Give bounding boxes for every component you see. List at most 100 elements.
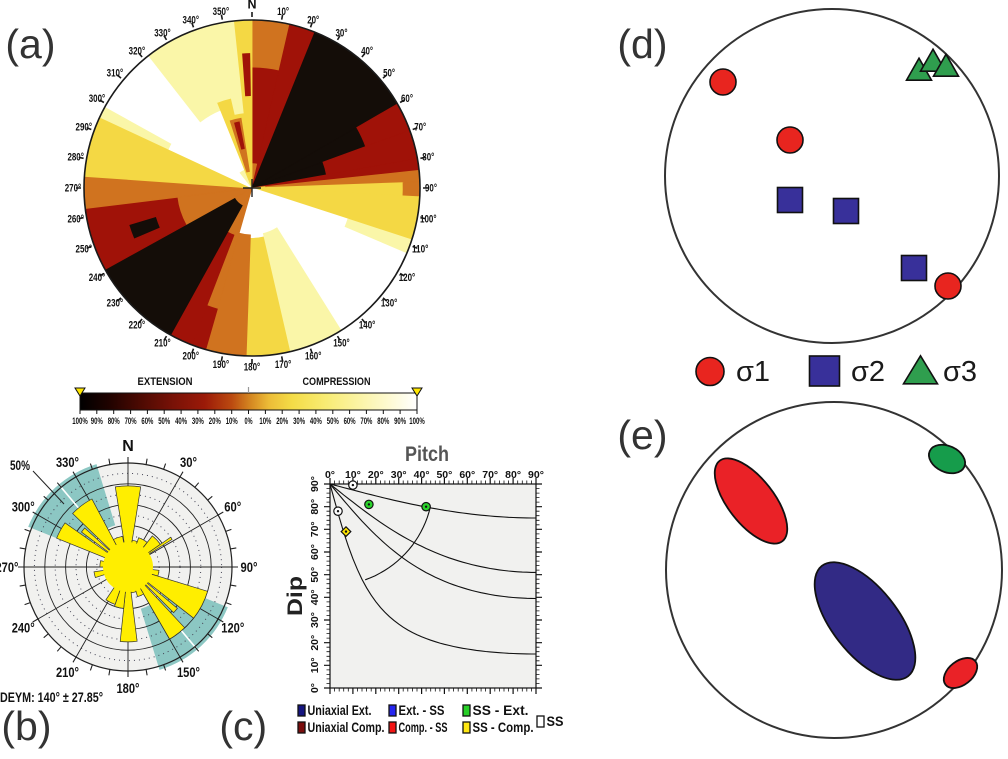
svg-text:(d): (d) [617, 21, 667, 67]
svg-text:90%: 90% [91, 416, 103, 426]
svg-text:20°: 20° [309, 635, 321, 651]
svg-text:250°: 250° [76, 244, 93, 256]
svg-text:20%: 20% [209, 416, 221, 426]
svg-text:SS - Comp.: SS - Comp. [473, 719, 534, 735]
svg-text:80°: 80° [505, 469, 521, 481]
svg-text:150°: 150° [177, 664, 200, 680]
svg-text:10°: 10° [345, 469, 361, 481]
svg-text:200°: 200° [183, 351, 200, 363]
svg-text:100°: 100° [420, 214, 437, 226]
svg-text:50%: 50% [10, 457, 30, 473]
svg-text:50°: 50° [309, 567, 321, 583]
svg-text:330°: 330° [154, 28, 171, 40]
svg-text:σ1: σ1 [736, 356, 770, 388]
svg-text:Uniaxial Comp.: Uniaxial Comp. [308, 719, 385, 735]
svg-text:20%: 20% [276, 416, 288, 426]
svg-text:40°: 40° [414, 469, 430, 481]
svg-text:130°: 130° [381, 298, 398, 310]
svg-text:Dip: Dip [284, 576, 307, 616]
svg-text:80°: 80° [422, 151, 434, 163]
svg-text:Uniaxial Ext.: Uniaxial Ext. [308, 702, 372, 718]
svg-text:70%: 70% [125, 416, 137, 426]
svg-text:30%: 30% [293, 416, 305, 426]
svg-text:40°: 40° [361, 45, 373, 57]
svg-text:50°: 50° [383, 67, 395, 79]
svg-text:(e): (e) [617, 412, 667, 458]
svg-text:320°: 320° [129, 45, 146, 57]
svg-text:SS - Ext.: SS - Ext. [473, 702, 529, 718]
svg-text:30°: 30° [336, 28, 348, 40]
svg-text:EXTENSION: EXTENSION [138, 376, 193, 388]
svg-text:300°: 300° [12, 499, 35, 515]
svg-text:80%: 80% [108, 416, 120, 426]
svg-text:DEYM: 140° ± 27.85°: DEYM: 140° ± 27.85° [0, 689, 103, 705]
svg-text:70°: 70° [309, 521, 321, 537]
svg-text:220°: 220° [129, 320, 146, 332]
svg-text:300°: 300° [89, 93, 106, 105]
svg-text:90%: 90% [394, 416, 406, 426]
svg-text:100%: 100% [409, 416, 425, 426]
svg-text:40%: 40% [310, 416, 322, 426]
svg-text:60°: 60° [401, 93, 413, 105]
svg-text:40%: 40% [175, 416, 187, 426]
svg-text:30°: 30° [391, 469, 407, 481]
svg-text:0°: 0° [325, 469, 335, 481]
svg-text:70°: 70° [482, 469, 498, 481]
svg-text:70°: 70° [414, 121, 426, 133]
svg-text:20°: 20° [307, 14, 319, 26]
svg-text:90°: 90° [309, 476, 321, 492]
svg-text:180°: 180° [117, 680, 140, 696]
svg-text:10°: 10° [277, 6, 289, 18]
svg-text:σ3: σ3 [943, 356, 977, 388]
svg-text:20°: 20° [368, 469, 384, 481]
svg-text:230°: 230° [107, 298, 124, 310]
svg-text:350°: 350° [213, 6, 230, 18]
svg-text:Pitch: Pitch [405, 443, 449, 466]
svg-text:30°: 30° [180, 454, 197, 470]
svg-text:60%: 60% [344, 416, 356, 426]
svg-text:310°: 310° [107, 67, 124, 79]
svg-text:60°: 60° [224, 499, 241, 515]
svg-text:270°: 270° [0, 559, 19, 575]
svg-text:210°: 210° [56, 664, 79, 680]
svg-text:260°: 260° [67, 214, 84, 226]
svg-text:120°: 120° [399, 272, 416, 284]
svg-text:180°: 180° [244, 362, 261, 374]
svg-text:270°: 270° [65, 183, 82, 195]
svg-text:10°: 10° [309, 657, 321, 673]
svg-text:SS: SS [547, 713, 564, 729]
svg-text:90°: 90° [241, 559, 258, 575]
svg-text:240°: 240° [12, 620, 35, 636]
svg-text:60%: 60% [141, 416, 153, 426]
svg-text:80%: 80% [377, 416, 389, 426]
svg-text:30°: 30° [309, 612, 321, 628]
svg-text:80°: 80° [309, 499, 321, 515]
svg-text:(a): (a) [5, 21, 55, 67]
svg-text:N: N [247, 0, 256, 12]
svg-text:140°: 140° [359, 320, 376, 332]
svg-text:280°: 280° [67, 151, 84, 163]
svg-text:90°: 90° [528, 469, 544, 481]
svg-text:(b): (b) [1, 703, 51, 749]
svg-text:330°: 330° [56, 454, 79, 470]
svg-text:Ext. - SS: Ext. - SS [399, 702, 445, 718]
svg-text:100%: 100% [72, 416, 88, 426]
svg-text:0%: 0% [245, 416, 253, 426]
svg-text:60°: 60° [459, 469, 475, 481]
svg-text:50°: 50° [436, 469, 452, 481]
svg-text:60°: 60° [309, 544, 321, 560]
svg-text:190°: 190° [213, 359, 230, 371]
svg-text:340°: 340° [183, 14, 200, 26]
svg-text:170°: 170° [275, 359, 292, 371]
svg-text:COMPRESSION: COMPRESSION [303, 376, 371, 388]
svg-text:0°: 0° [309, 683, 321, 693]
svg-text:10%: 10% [226, 416, 238, 426]
svg-text:290°: 290° [76, 121, 93, 133]
svg-text:50%: 50% [327, 416, 339, 426]
svg-text:120°: 120° [221, 620, 244, 636]
svg-text:40°: 40° [309, 589, 321, 605]
svg-text:210°: 210° [154, 338, 171, 350]
svg-text:110°: 110° [412, 244, 429, 256]
svg-text:σ2: σ2 [851, 356, 885, 388]
svg-text:(c): (c) [219, 703, 267, 749]
